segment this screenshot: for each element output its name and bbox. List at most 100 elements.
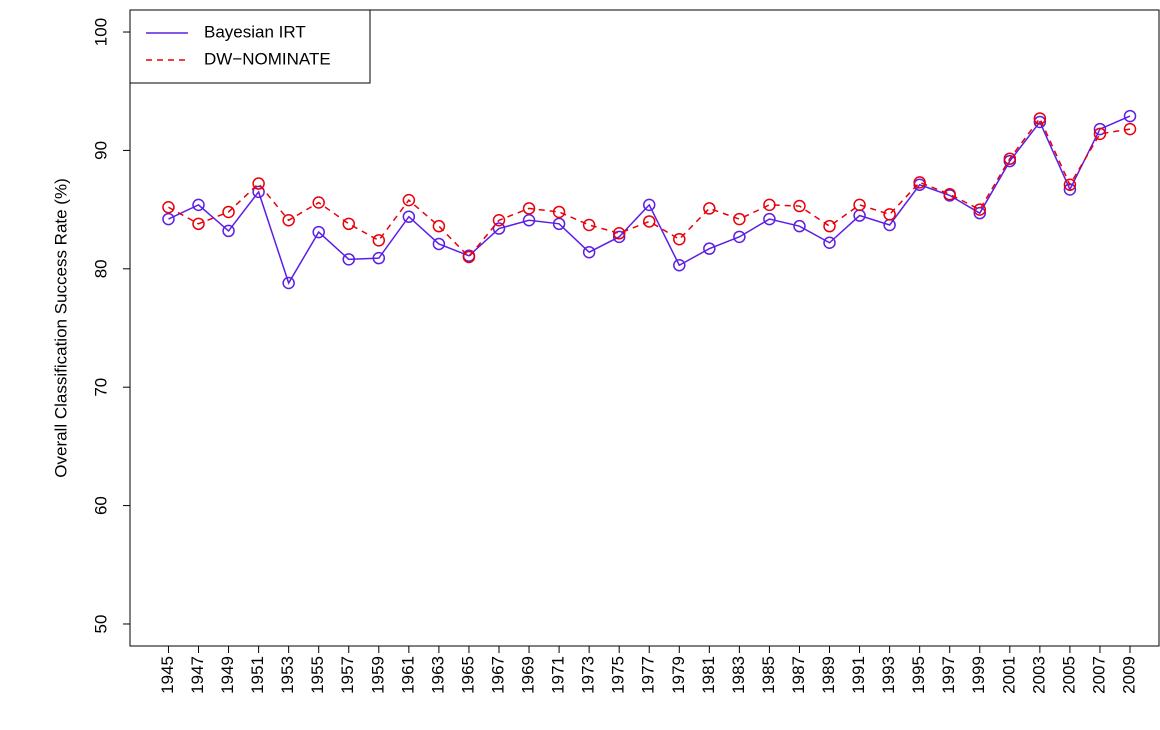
point — [552, 217, 566, 231]
point — [733, 230, 746, 244]
y-tick-label: 80 — [91, 259, 110, 278]
point — [853, 198, 866, 212]
point — [492, 214, 506, 227]
x-tick-label: 2007 — [1089, 656, 1108, 694]
x-tick-label: 1975 — [609, 656, 628, 694]
y-tick-label: 60 — [91, 496, 110, 515]
x-tick-label: 1947 — [188, 656, 207, 694]
point — [552, 205, 566, 219]
point — [763, 212, 776, 226]
point — [793, 219, 806, 233]
x-tick-label: 1949 — [218, 656, 237, 694]
point — [462, 250, 476, 264]
point — [342, 217, 356, 231]
x-tick-label: 1985 — [759, 656, 778, 694]
plot-frame — [129, 9, 1160, 647]
point — [222, 224, 235, 238]
point — [763, 198, 776, 212]
point — [1033, 115, 1047, 129]
y-tick-label: 50 — [91, 615, 110, 634]
point — [973, 203, 987, 216]
point — [1123, 109, 1137, 123]
x-tick-label: 1961 — [398, 656, 417, 694]
point — [162, 200, 175, 214]
y-axis-title: Overall Classification Success Rate (%) — [51, 178, 70, 477]
x-tick-label: 1973 — [579, 656, 598, 694]
x-tick-label: 1967 — [488, 656, 507, 694]
point — [522, 202, 536, 215]
point — [612, 230, 626, 244]
point — [372, 251, 386, 265]
point — [823, 219, 836, 233]
point — [582, 245, 596, 259]
x-tick-label: 1993 — [879, 656, 898, 694]
point — [883, 208, 896, 221]
x-tick-label: 1945 — [158, 656, 177, 694]
x-tick-label: 1999 — [969, 656, 988, 694]
x-tick-label: 2005 — [1059, 656, 1078, 694]
x-tick-label: 1983 — [729, 656, 748, 694]
x-tick-label: 1963 — [428, 656, 447, 694]
point — [522, 214, 536, 227]
point — [793, 199, 806, 213]
x-tick-label: 1987 — [789, 656, 808, 694]
x-tick-label: 1953 — [278, 656, 297, 694]
point — [312, 225, 325, 239]
point — [1093, 122, 1107, 136]
x-tick-label: 1955 — [308, 656, 327, 694]
point — [703, 202, 716, 215]
x-tick-label: 1957 — [338, 656, 357, 694]
x-tick-label: 1981 — [699, 656, 718, 694]
point — [1003, 152, 1017, 165]
point — [1093, 127, 1107, 141]
point — [1063, 178, 1077, 191]
point — [673, 232, 686, 246]
point — [733, 212, 746, 226]
point — [943, 187, 956, 201]
y-tick-label: 100 — [91, 18, 110, 46]
point — [222, 205, 235, 219]
point — [432, 237, 446, 251]
x-tick-label: 1977 — [639, 656, 658, 694]
legend-box — [129, 9, 371, 84]
legend-label: DW−NOMINATE — [204, 49, 331, 68]
point — [823, 236, 836, 250]
x-tick-label: 1979 — [669, 656, 688, 694]
point — [192, 217, 205, 231]
x-tick-label: 1951 — [248, 656, 267, 694]
point — [612, 227, 626, 240]
point — [582, 218, 596, 232]
point — [162, 212, 175, 226]
point — [192, 198, 205, 212]
point — [1123, 122, 1137, 136]
point — [703, 242, 716, 255]
point — [673, 259, 686, 272]
legend-label: Bayesian IRT — [204, 22, 306, 41]
x-tick-label: 1997 — [939, 656, 958, 694]
point — [282, 276, 295, 290]
series-line — [168, 116, 1131, 259]
point — [372, 234, 386, 247]
point — [492, 222, 506, 235]
point — [342, 253, 356, 266]
x-tick-label: 1959 — [368, 656, 387, 694]
x-tick-label: 1965 — [458, 656, 477, 694]
point — [1033, 112, 1047, 125]
point — [252, 185, 265, 199]
point — [642, 198, 656, 212]
x-tick-label: 1995 — [909, 656, 928, 694]
point — [282, 214, 295, 227]
legend: Bayesian IRT DW−NOMINATE — [129, 9, 371, 84]
x-tick-label: 2009 — [1119, 656, 1138, 694]
x-tick-label: 2003 — [1029, 656, 1048, 694]
x-tick-label: 2001 — [999, 656, 1018, 694]
point — [642, 215, 656, 228]
point — [402, 193, 416, 207]
y-tick-label: 70 — [91, 378, 110, 397]
point — [402, 210, 416, 223]
series-line — [168, 115, 1131, 285]
point — [432, 219, 446, 233]
x-tick-label: 1969 — [519, 656, 538, 694]
point — [252, 177, 265, 190]
